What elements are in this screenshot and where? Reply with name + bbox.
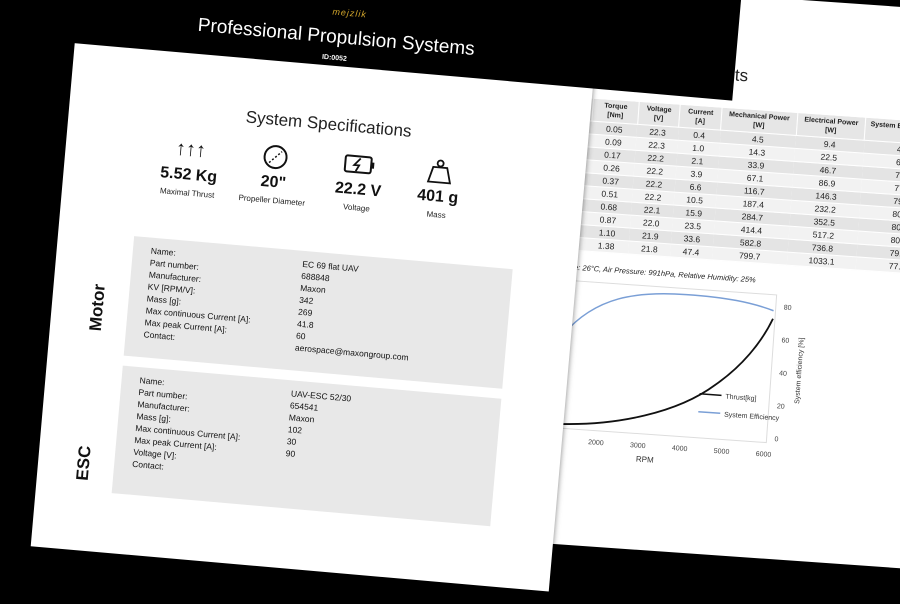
spec-key: Mass [g]: <box>136 410 172 424</box>
spec-value: 688848 <box>300 270 331 284</box>
spec-value: 20" <box>259 172 287 193</box>
spec-value: Maxon <box>299 282 327 295</box>
spec-propeller: 20" Propeller Diameter <box>227 140 322 209</box>
spec-value: 269 <box>297 306 313 318</box>
y-axis-ticks: 0 20 40 60 80 <box>774 304 792 443</box>
legend-eff-swatch <box>698 411 721 415</box>
table-body: 0.110.0522.30.44.59.447.80.300.0922.31.0… <box>541 118 900 276</box>
y-tick-label: 20 <box>777 403 785 411</box>
spec-value: 60 <box>295 330 306 342</box>
efficiency-line <box>562 292 774 335</box>
x-tick-label: 3000 <box>630 442 646 450</box>
y-tick-label: 40 <box>779 370 787 378</box>
legend-thrust: Thrust[kg] <box>725 394 757 403</box>
column-header: Voltage [V] <box>637 101 681 128</box>
x-tick-label: 4000 <box>672 445 688 453</box>
thrust-arrows-icon: ↑↑↑ <box>174 137 207 162</box>
esc-section: Name: UAV-ESC 52/30 Part number: 654541 Manu… <box>111 365 502 527</box>
esc-section-label: ESC <box>72 444 95 482</box>
spec-value: 22.2 V <box>334 179 382 201</box>
y-tick-label: 60 <box>781 337 789 345</box>
spec-key: Contact: <box>143 329 176 343</box>
weight-icon <box>394 155 486 189</box>
spec-mass: 401 g Mass <box>391 155 486 224</box>
table-cell: 47.4 <box>669 243 713 260</box>
spec-value: 342 <box>298 294 314 306</box>
column-header: Torque [Nm] <box>592 98 639 125</box>
measurements-table: Thrust [kg]Torque [Nm]Voltage [V]Current… <box>541 95 900 276</box>
column-header: Current [A] <box>678 104 723 131</box>
spec-thrust: ↑↑↑ 5.52 Kg Maximal Thrust <box>142 133 237 202</box>
thrust-line <box>555 318 774 425</box>
spec-value: 401 g <box>416 186 459 208</box>
y-tick-label: 0 <box>774 436 778 443</box>
x-tick-label: 2000 <box>588 439 604 447</box>
y-tick-label: 80 <box>784 304 792 312</box>
spec-key: Name: <box>150 245 177 258</box>
spec-value: 654541 <box>289 400 319 413</box>
x-axis-ticks: 100020003000400050006000 <box>546 436 772 459</box>
table-cell: 21.8 <box>628 241 671 257</box>
specification-sheet: mejzlik Professional Propulsion Systems … <box>0 0 744 592</box>
spec-key: Name: <box>139 375 165 388</box>
spec-value: 41.8 <box>296 318 315 331</box>
measurements-sheet: Measurements ID 0052 Thrust [kg]Torque [… <box>399 0 900 570</box>
battery-voltage-icon <box>314 148 406 182</box>
y-axis-label-right: System efficiency [%] <box>794 337 806 404</box>
x-tick-label: 5000 <box>714 448 730 456</box>
motor-section-label: Motor <box>85 283 109 332</box>
legend-thrust-swatch <box>699 393 722 397</box>
motor-section: Name: EC 69 flat UAV Part number: 688848 Man… <box>123 236 513 389</box>
table-cell: 1.38 <box>583 237 630 254</box>
x-axis-label: RPM <box>636 455 655 465</box>
legend-efficiency: System Efficiency <box>724 412 780 423</box>
spec-key: Mass [g]: <box>146 293 182 307</box>
spec-value: 30 <box>286 436 297 447</box>
spec-value: 5.52 Kg <box>159 164 218 187</box>
spec-key: Contact: <box>131 458 165 472</box>
spec-value: 102 <box>287 424 303 436</box>
propeller-diameter-icon <box>230 140 322 174</box>
spec-value: 90 <box>285 448 296 459</box>
spec-voltage: 22.2 V Voltage <box>311 148 406 217</box>
x-tick-label: 6000 <box>755 451 771 459</box>
table-cell: 77.4 <box>855 256 900 276</box>
spec-value: Maxon <box>288 412 315 425</box>
